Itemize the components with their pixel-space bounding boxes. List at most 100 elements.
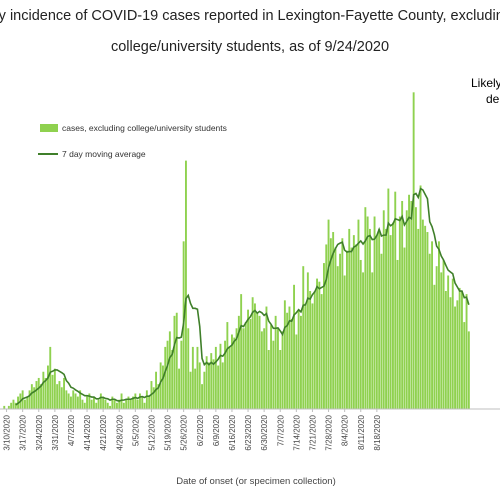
bar (401, 200, 404, 409)
x-tick-label: 7/28/2020 (325, 414, 334, 450)
bar (375, 235, 378, 409)
bar (127, 396, 130, 409)
bar (162, 365, 164, 409)
bar (421, 219, 424, 409)
bar (201, 384, 203, 409)
bar (343, 275, 346, 409)
bar (224, 340, 226, 409)
bar (7, 405, 10, 409)
bar (102, 396, 105, 409)
bar (389, 235, 392, 409)
bars-series (3, 92, 470, 409)
bar (380, 253, 383, 409)
bar (143, 402, 146, 409)
bar (30, 384, 33, 409)
bar (461, 291, 463, 409)
bar (111, 396, 114, 409)
bar (396, 259, 399, 409)
legend-label-bars: cases, excluding college/university stud… (62, 123, 227, 133)
bar (122, 402, 125, 409)
bar (364, 207, 367, 409)
bar (168, 331, 171, 409)
bar (408, 194, 410, 409)
bar (341, 238, 344, 409)
legend: cases, excluding college/university stud… (38, 123, 227, 159)
bar (454, 306, 456, 409)
bar (290, 318, 293, 409)
bar (444, 291, 447, 409)
bar (231, 334, 233, 409)
bar (440, 272, 443, 409)
x-tick-label: 8/11/2020 (357, 414, 366, 450)
bar (217, 365, 220, 409)
bar (348, 228, 351, 409)
bar (49, 346, 52, 409)
bar (295, 334, 298, 409)
bar (458, 287, 461, 409)
x-tick-label: 6/23/2020 (244, 414, 253, 450)
bar (42, 371, 45, 409)
bar (118, 399, 121, 409)
bar (53, 368, 56, 409)
bar (412, 92, 415, 409)
bar (51, 374, 54, 409)
bar (256, 312, 259, 409)
bar (88, 393, 91, 409)
bar (40, 384, 42, 409)
bar (44, 377, 47, 409)
bar (47, 365, 49, 409)
bar (70, 396, 72, 409)
legend-label-line: 7 day moving average (62, 149, 146, 159)
bar (297, 309, 300, 409)
bar (279, 350, 282, 409)
bar (263, 328, 266, 409)
bar (191, 346, 194, 409)
bar (449, 297, 452, 409)
bar (159, 362, 162, 409)
x-tick-label: 5/26/2020 (180, 414, 189, 450)
bar (288, 306, 291, 409)
bar (366, 216, 369, 409)
bar (394, 191, 397, 409)
bar (309, 291, 312, 409)
bar (148, 396, 151, 409)
bar (371, 272, 374, 409)
bar (382, 210, 385, 409)
bar (392, 222, 394, 409)
bar (362, 272, 364, 409)
bar (194, 368, 197, 409)
bar (438, 241, 440, 409)
bar (99, 393, 102, 409)
bar (350, 247, 353, 409)
bar (300, 315, 302, 409)
bar (198, 362, 201, 409)
bar (320, 294, 323, 409)
bar (332, 232, 335, 409)
x-tick-label: 4/21/2020 (99, 414, 108, 450)
bar (106, 402, 109, 409)
annotation-line-1: Likely (471, 76, 500, 90)
bar (467, 331, 470, 409)
x-tick-label: 3/24/2020 (35, 414, 44, 450)
bar (463, 322, 466, 409)
bar (93, 396, 95, 409)
bar (359, 259, 362, 409)
bar (210, 353, 213, 409)
bar (465, 294, 468, 409)
bar (81, 399, 84, 409)
bar (336, 266, 339, 409)
bar (385, 228, 387, 409)
bar (447, 275, 450, 409)
x-tick-label: 6/30/2020 (260, 414, 269, 450)
bar (311, 303, 314, 409)
bar (178, 368, 180, 409)
x-tick-label: 3/17/2020 (19, 414, 28, 450)
x-tick-label: 8/18/2020 (373, 414, 382, 450)
bar (132, 396, 134, 409)
bar (339, 253, 341, 409)
bar (37, 377, 40, 409)
x-tick-label: 5/19/2020 (164, 414, 173, 450)
bar (357, 219, 360, 409)
x-axis-ticks: 3/10/2020 3/17/2020 3/24/2020 3/31/2020 4/7/… (3, 409, 382, 451)
bar (240, 294, 243, 409)
